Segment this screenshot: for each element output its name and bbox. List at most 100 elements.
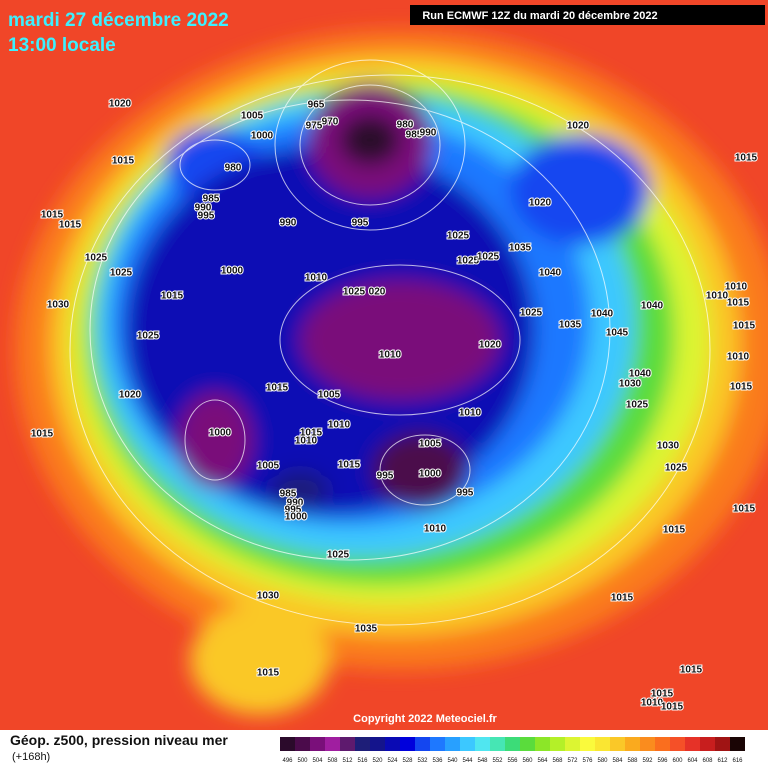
scale-swatch: [670, 737, 685, 751]
scale-label: 584: [612, 758, 623, 764]
isobar-label: 1015: [161, 291, 184, 302]
scale-swatch: [535, 737, 550, 751]
isobar-label: 990: [287, 498, 304, 509]
isobar-label: 995: [377, 471, 394, 482]
isobar-label: 1015: [661, 702, 684, 713]
isobar-label: 1005: [318, 390, 341, 401]
scale-swatch: [430, 737, 445, 751]
isobar-label: 1025: [327, 550, 350, 561]
isobar-label: 1015: [266, 383, 289, 394]
scale-label: 600: [672, 758, 683, 764]
isobar-label: 1025: [85, 253, 108, 264]
scale-label: 528: [402, 758, 413, 764]
scale-swatch: [385, 737, 400, 751]
run-box: [410, 5, 765, 25]
isobar-label: 1015: [338, 460, 361, 471]
scale-swatch: [640, 737, 655, 751]
scale-label: 564: [537, 758, 548, 764]
scale-swatch: [520, 737, 535, 751]
scale-label: 592: [642, 758, 653, 764]
isobar-label: 1000: [209, 428, 232, 439]
isobar-label: 975: [306, 121, 323, 132]
isobar-label: 1020: [479, 340, 502, 351]
isobar-label: 1010: [459, 408, 482, 419]
legend-lead: (+168h): [12, 751, 50, 763]
isobar-label: 1040: [641, 301, 664, 312]
scale-label: 572: [567, 758, 578, 764]
scale-label: 496: [282, 758, 293, 764]
isobar-label: 980: [225, 163, 242, 174]
isobar-label: 1000: [251, 131, 274, 142]
scale-label: 596: [657, 758, 668, 764]
scale-swatch: [550, 737, 565, 751]
scale-label: 544: [462, 758, 473, 764]
isobar-label: 1040: [539, 268, 562, 279]
scale-swatch: [370, 737, 385, 751]
isobar-label: 1020: [109, 99, 132, 110]
isobar-label: 1040: [629, 369, 652, 380]
isobar-label: 1015: [663, 525, 686, 536]
isobar-label: 980: [397, 120, 414, 131]
scale-swatch: [685, 737, 700, 751]
isobar-label: 995: [457, 488, 474, 499]
isobar-label: 1025: [520, 308, 543, 319]
isobar-label: 1030: [657, 441, 680, 452]
isobar-label: 995: [352, 218, 369, 229]
scale-label: 532: [417, 758, 428, 764]
isobar-label: 1020: [119, 390, 142, 401]
isobar-label: 1010: [379, 350, 402, 361]
scale-label: 560: [522, 758, 533, 764]
time: 13:00 locale: [8, 35, 116, 56]
scale-label: 556: [507, 758, 518, 764]
scale-swatch: [475, 737, 490, 751]
isobar-label: 1015: [735, 153, 758, 164]
isobar-label: 1035: [509, 243, 532, 254]
isobar-label: 1045: [606, 328, 629, 339]
isobar-label: 1010: [725, 282, 748, 293]
isobar-label: 990: [195, 203, 212, 214]
isobar-label: 1035: [559, 320, 582, 331]
scale-label: 580: [597, 758, 608, 764]
scale-label: 588: [627, 758, 638, 764]
scale-swatch: [280, 737, 295, 751]
scale-swatch: [700, 737, 715, 751]
scale-swatch: [490, 737, 505, 751]
isobar-label: 990: [280, 218, 297, 229]
scale-swatch: [445, 737, 460, 751]
isobar-label: 1000: [221, 266, 244, 277]
scale-swatch: [460, 737, 475, 751]
isobar-label: 1015: [727, 298, 750, 309]
isobar-label: 1015: [31, 429, 54, 440]
legend-title: Géop. z500, pression niveau mer: [10, 732, 228, 748]
isobar-label: 1030: [257, 591, 280, 602]
scale-label: 524: [387, 758, 398, 764]
isobar-label: 1035: [355, 624, 378, 635]
scale-swatch: [730, 737, 745, 751]
isobar-label: 1010: [305, 273, 328, 284]
run: Run ECMWF 12Z du mardi 20 décembre 2022: [422, 10, 657, 22]
isobar-label: 1000: [419, 469, 442, 480]
scale-label: 536: [432, 758, 443, 764]
isobar-label: 1025: [626, 400, 649, 411]
scale-swatch: [565, 737, 580, 751]
isobar-label: 1010: [641, 698, 664, 709]
scale-label: 520: [372, 758, 383, 764]
isobar-label: 1040: [591, 309, 614, 320]
scale-label: 616: [732, 758, 743, 764]
isobar-label: 1010: [706, 291, 729, 302]
isobar-label: 1000: [285, 512, 308, 523]
isobar-label: 985: [203, 194, 220, 205]
isobar-label: 1015: [611, 593, 634, 604]
isobar-label: 965: [308, 100, 325, 111]
scale-swatch: [415, 737, 430, 751]
scale-label: 568: [552, 758, 563, 764]
isobar-label: 1010: [727, 352, 750, 363]
isobar-label: 1015: [680, 665, 703, 676]
isobar-label: 1005: [241, 111, 264, 122]
isobar-label: 1025: [477, 252, 500, 263]
scale-swatch: [715, 737, 730, 751]
isobar-label: 1025: [110, 268, 133, 279]
